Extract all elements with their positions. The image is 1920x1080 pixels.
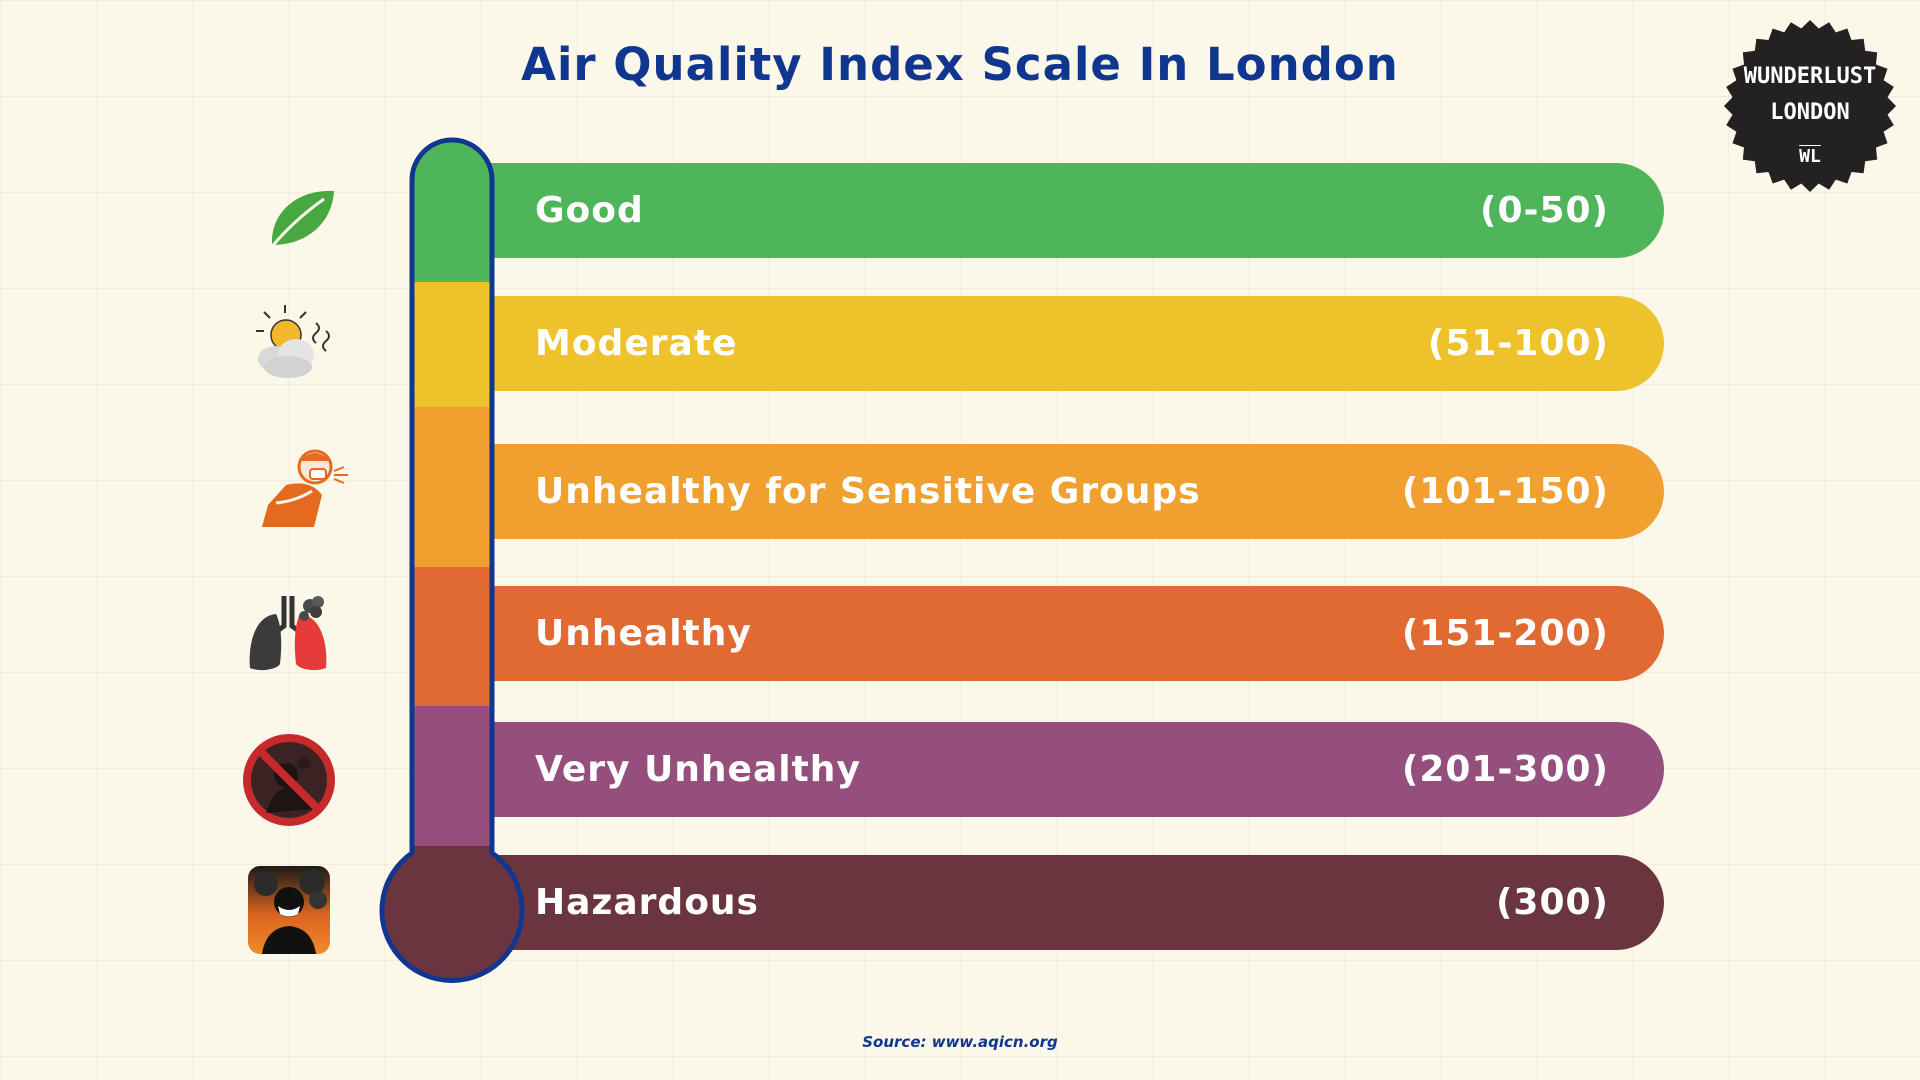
logo-line1: WUNDERLUST <box>1743 64 1877 89</box>
thermo-segment-moderate <box>382 282 522 407</box>
category-label: Very Unhealthy <box>535 749 861 790</box>
no-smoking-icon <box>243 734 335 826</box>
thermo-outline <box>379 137 525 983</box>
logo-line2: LONDON <box>1770 100 1850 125</box>
range-label: (151-200) <box>1401 613 1609 654</box>
leaf-icon <box>268 190 334 250</box>
thermo-segment-hazardous <box>382 846 522 981</box>
sun-cloud-smoke-icon <box>256 305 330 378</box>
source-note: Source: www.aqicn.org <box>862 1033 1058 1051</box>
aqi-bar-moderate: Moderate (51-100) <box>420 296 1664 391</box>
aqi-bar-good: Good (0-50) <box>420 163 1664 258</box>
category-label: Moderate <box>535 323 738 364</box>
range-label: (300) <box>1495 882 1609 923</box>
category-label: Good <box>535 190 644 231</box>
range-label: (201-300) <box>1401 749 1609 790</box>
mask-smoke-icon <box>248 866 330 954</box>
thermo-segment-unhealthy <box>382 567 522 706</box>
range-label: (51-100) <box>1427 323 1609 364</box>
logo-mark: WL <box>1799 146 1821 167</box>
aqi-bar-sensitive: Unhealthy for Sensitive Groups (101-150) <box>420 444 1664 539</box>
lungs-smoke-icon <box>249 596 327 671</box>
category-label: Unhealthy <box>535 613 752 654</box>
thermo-segment-good <box>382 140 522 282</box>
thermo-segment-sensitive <box>382 407 522 567</box>
category-label: Unhealthy for Sensitive Groups <box>535 471 1201 512</box>
aqi-bar-hazardous: Hazardous (300) <box>420 855 1664 950</box>
logo-seal <box>1724 20 1896 192</box>
aqi-bar-unhealthy: Unhealthy (151-200) <box>420 586 1664 681</box>
aqi-bar-very-unhealthy: Very Unhealthy (201-300) <box>420 722 1664 817</box>
seal-shape <box>1724 20 1896 192</box>
category-label: Hazardous <box>535 882 759 923</box>
thermo-segment-very-unhealthy <box>382 706 522 846</box>
wunderlust-london-logo: WUNDERLUST LONDON WL <box>1720 16 1900 196</box>
range-label: (0-50) <box>1480 190 1609 231</box>
coughing-person-icon <box>262 449 348 527</box>
range-label: (101-150) <box>1401 471 1609 512</box>
page-title: Air Quality Index Scale In London <box>521 38 1399 91</box>
